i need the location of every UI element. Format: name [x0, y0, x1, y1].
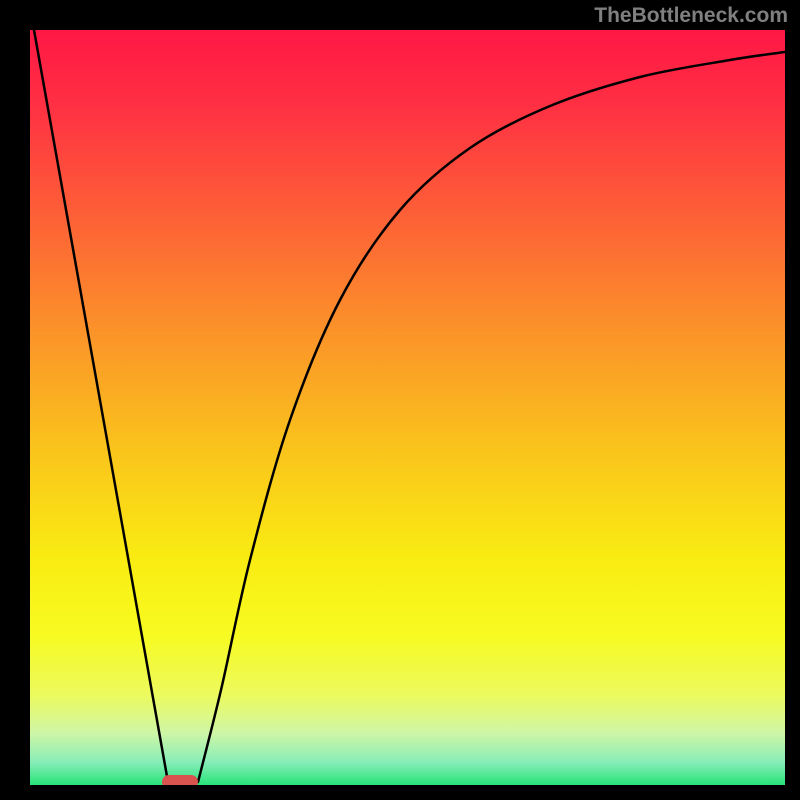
watermark-text: TheBottleneck.com: [594, 4, 788, 28]
chart-container: TheBottleneck.com: [0, 0, 800, 800]
bottleneck-chart: [0, 0, 800, 800]
plot-background: [30, 30, 785, 785]
